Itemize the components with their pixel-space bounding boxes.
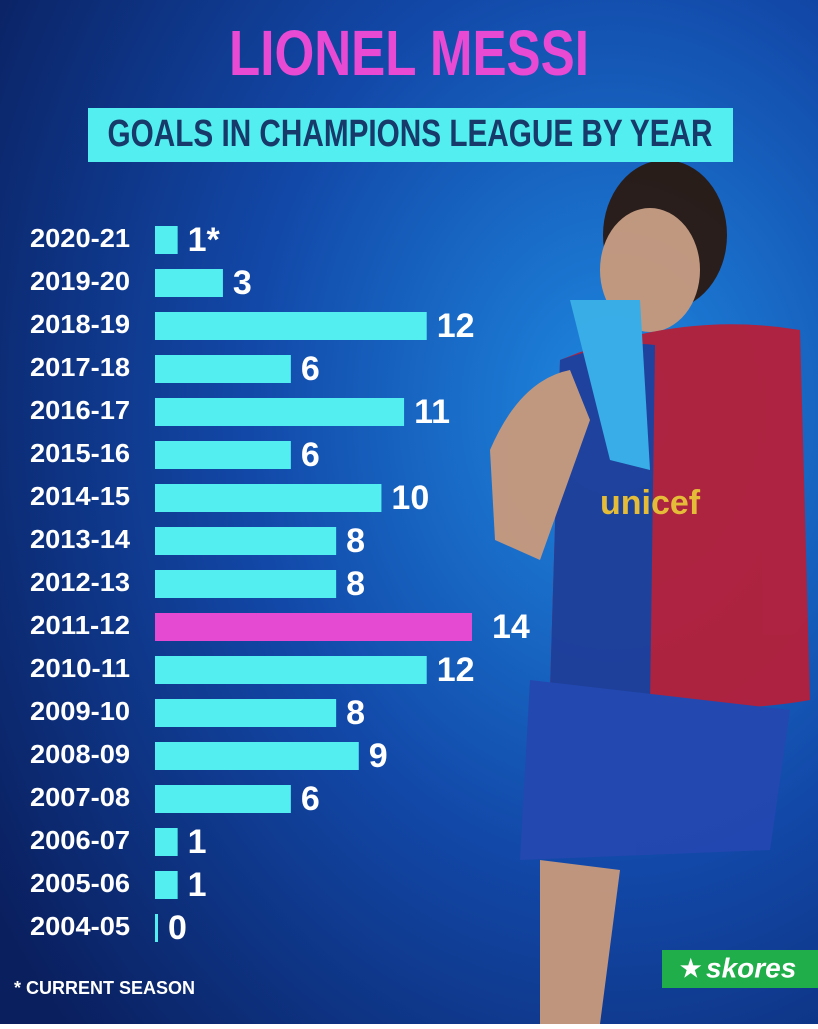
category-label: 2010-11	[30, 653, 130, 683]
category-label: 2018-19	[30, 309, 130, 339]
category-label: 2004-05	[30, 911, 130, 941]
bar	[155, 570, 337, 598]
brand-name: skores	[706, 952, 796, 983]
category-label: 2017-18	[30, 352, 130, 382]
value-label: 9	[369, 737, 388, 775]
player-illustration: unicef	[490, 160, 810, 1024]
category-label: 2011-12	[30, 610, 130, 640]
category-label: 2008-09	[30, 739, 130, 769]
value-label: 3	[233, 264, 252, 302]
bar	[155, 441, 291, 469]
category-label: 2007-08	[30, 782, 130, 812]
value-label: 12	[437, 651, 475, 689]
bar	[155, 871, 178, 899]
bar	[155, 699, 337, 727]
category-label: 2015-16	[30, 438, 130, 468]
category-label: 2012-13	[30, 567, 130, 597]
bar	[155, 656, 427, 684]
category-label: 2009-10	[30, 696, 130, 726]
bar	[155, 785, 291, 813]
value-label: 10	[391, 479, 429, 517]
bar	[155, 527, 337, 555]
bar	[155, 312, 427, 340]
category-label: 2019-20	[30, 266, 130, 296]
brand-box	[662, 950, 818, 988]
chart-subtitle: GOALS IN CHAMPIONS LEAGUE BY YEAR	[108, 113, 713, 155]
subtitle-box	[88, 108, 733, 162]
value-label: 11	[414, 393, 450, 431]
value-label: 14	[492, 608, 530, 646]
value-label: 1	[188, 866, 207, 904]
shirt-sponsor: unicef	[600, 484, 701, 522]
category-label: 2005-06	[30, 868, 130, 898]
value-label: 1	[188, 823, 207, 861]
brand-star: ★	[680, 955, 702, 982]
value-label: 6	[301, 350, 320, 388]
bar	[155, 398, 405, 426]
bar	[155, 269, 223, 297]
value-label: 8	[346, 565, 365, 603]
category-label: 2014-15	[30, 481, 130, 511]
bar	[155, 355, 291, 383]
value-label: 1*	[188, 221, 221, 259]
value-label: 0	[168, 909, 187, 947]
bar	[155, 828, 178, 856]
value-label: 6	[301, 780, 320, 818]
category-label: 2006-07	[30, 825, 130, 855]
value-label: 8	[346, 522, 365, 560]
bar	[155, 484, 382, 512]
footnote: * CURRENT SEASON	[14, 978, 195, 998]
category-label: 2020-21	[30, 223, 130, 253]
category-label: 2016-17	[30, 395, 130, 425]
value-label: 12	[437, 307, 475, 345]
bar	[155, 226, 178, 254]
category-label: 2013-14	[30, 524, 131, 554]
bar	[155, 914, 158, 942]
chart-title: LIONEL MESSI	[229, 17, 589, 89]
value-label: 6	[301, 436, 320, 474]
bar	[155, 742, 359, 770]
value-label: 8	[346, 694, 365, 732]
bar	[155, 613, 472, 641]
